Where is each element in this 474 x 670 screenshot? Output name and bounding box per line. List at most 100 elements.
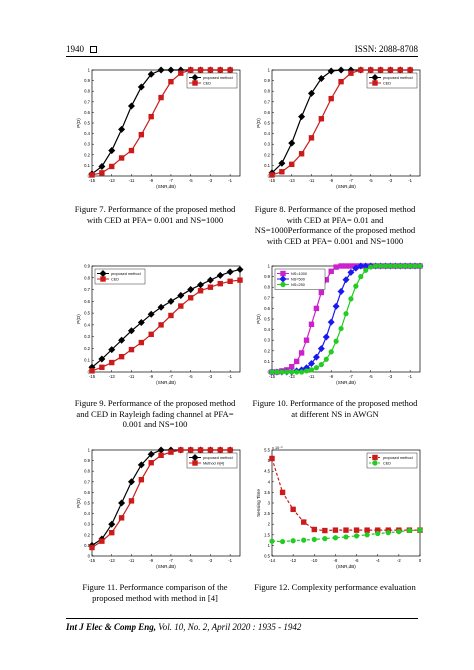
data-point [407,67,413,73]
data-point [353,527,360,533]
data-point [308,321,315,327]
data-point [328,95,334,102]
data-point [289,364,295,370]
data-point [269,538,275,544]
x-tick-label: -13 [289,374,296,379]
data-point [217,67,223,73]
y-tick-label: 0.5 [84,501,90,506]
y-tick-label: 0.9 [264,274,270,279]
x-tick-label: -15 [89,178,96,183]
data-point [118,499,126,507]
data-point [89,172,95,178]
data-point [127,478,135,486]
legend-label: CED [203,82,211,86]
data-point [373,263,379,269]
x-tick-label: -7 [349,178,353,183]
data-point [147,450,155,458]
data-point [187,67,194,73]
data-point [357,262,365,270]
data-point [118,353,125,360]
header-rule [66,56,418,57]
y-tick-label: 0.5 [264,121,270,126]
x-tick-label: -15 [89,374,96,379]
data-point [157,66,165,74]
data-point [279,169,285,175]
x-tick-label: -11 [129,178,135,183]
legend-label: Method in[4] [203,462,224,466]
data-point [298,113,306,121]
y-tick-label: 0.8 [264,89,270,94]
x-tick-label: -6 [355,558,359,563]
data-point [307,89,315,97]
data-point [363,267,369,273]
x-tick-label: -13 [109,374,116,379]
x-tick-label: -7 [169,178,173,183]
data-point [227,67,233,73]
data-point [167,66,175,74]
data-point [217,280,223,287]
y-tick-label: 0.1 [264,163,270,168]
y-tick-label: 0.3 [264,142,270,147]
y-tick-label: 1 [268,264,271,269]
x-tick-label: -5 [369,178,373,183]
y-tick-label: 0.6 [84,299,90,304]
data-point [303,368,310,374]
data-point [278,159,286,167]
data-point [368,264,374,270]
data-point [128,147,135,154]
data-point [109,163,115,170]
y-tick-label: 0.6 [264,110,270,115]
data-point [269,369,275,375]
legend-label: NS=500 [291,278,305,282]
legend-label: proposed method [203,76,233,80]
data-point [353,283,359,289]
data-point [358,274,364,280]
y-tick-label: 0.2 [84,152,90,157]
y-tick-label: 0 [88,174,91,179]
data-point [290,506,296,513]
y-tick-label: 0.9 [84,264,90,269]
y-axis-label: P(D) [256,118,261,128]
data-point [301,537,307,543]
y-axis-label: P(D) [76,314,81,324]
data-point [168,449,174,455]
x-tick-label: -3 [209,374,213,379]
data-point [167,297,175,305]
data-point [168,78,174,85]
data-point [148,113,154,120]
data-point [311,536,317,543]
y-tick-label: 0.8 [84,89,90,94]
y-tick-label: 0.5 [84,311,90,316]
x-tick-label: -13 [109,558,116,563]
x-tick-label: -2 [397,558,401,563]
y-tick-label: 0.9 [84,78,90,83]
figure-caption: Figure 7. Performance of the proposed me… [74,204,236,225]
data-point [147,310,155,318]
data-point [109,359,115,366]
x-tick-label: -1 [228,558,232,563]
data-point [177,291,185,299]
data-point [138,476,145,483]
page-number-text: 1940 [66,44,84,54]
x-tick-label: -9 [149,374,153,379]
data-point [311,526,317,533]
data-point [108,147,116,155]
legend-marker [372,454,378,461]
y-tick-label: 0.4 [84,511,90,516]
data-point [138,339,145,346]
figure-caption: Figure 12. Complexity performance evalua… [254,582,416,592]
data-point [237,277,243,283]
data-point [118,515,125,521]
x-tick-label: -5 [189,178,193,183]
data-point [406,527,413,534]
data-point [318,289,325,296]
figure-caption: Figure 10. Performance of the proposed m… [252,398,418,419]
data-point [158,94,164,101]
x-tick-label: -3 [209,558,213,563]
data-point [288,139,296,147]
y-tick-label: 0.8 [84,275,90,280]
y-tick-label: 0.6 [84,110,90,115]
data-point [322,536,328,542]
data-point [138,131,145,138]
data-point [294,369,300,375]
